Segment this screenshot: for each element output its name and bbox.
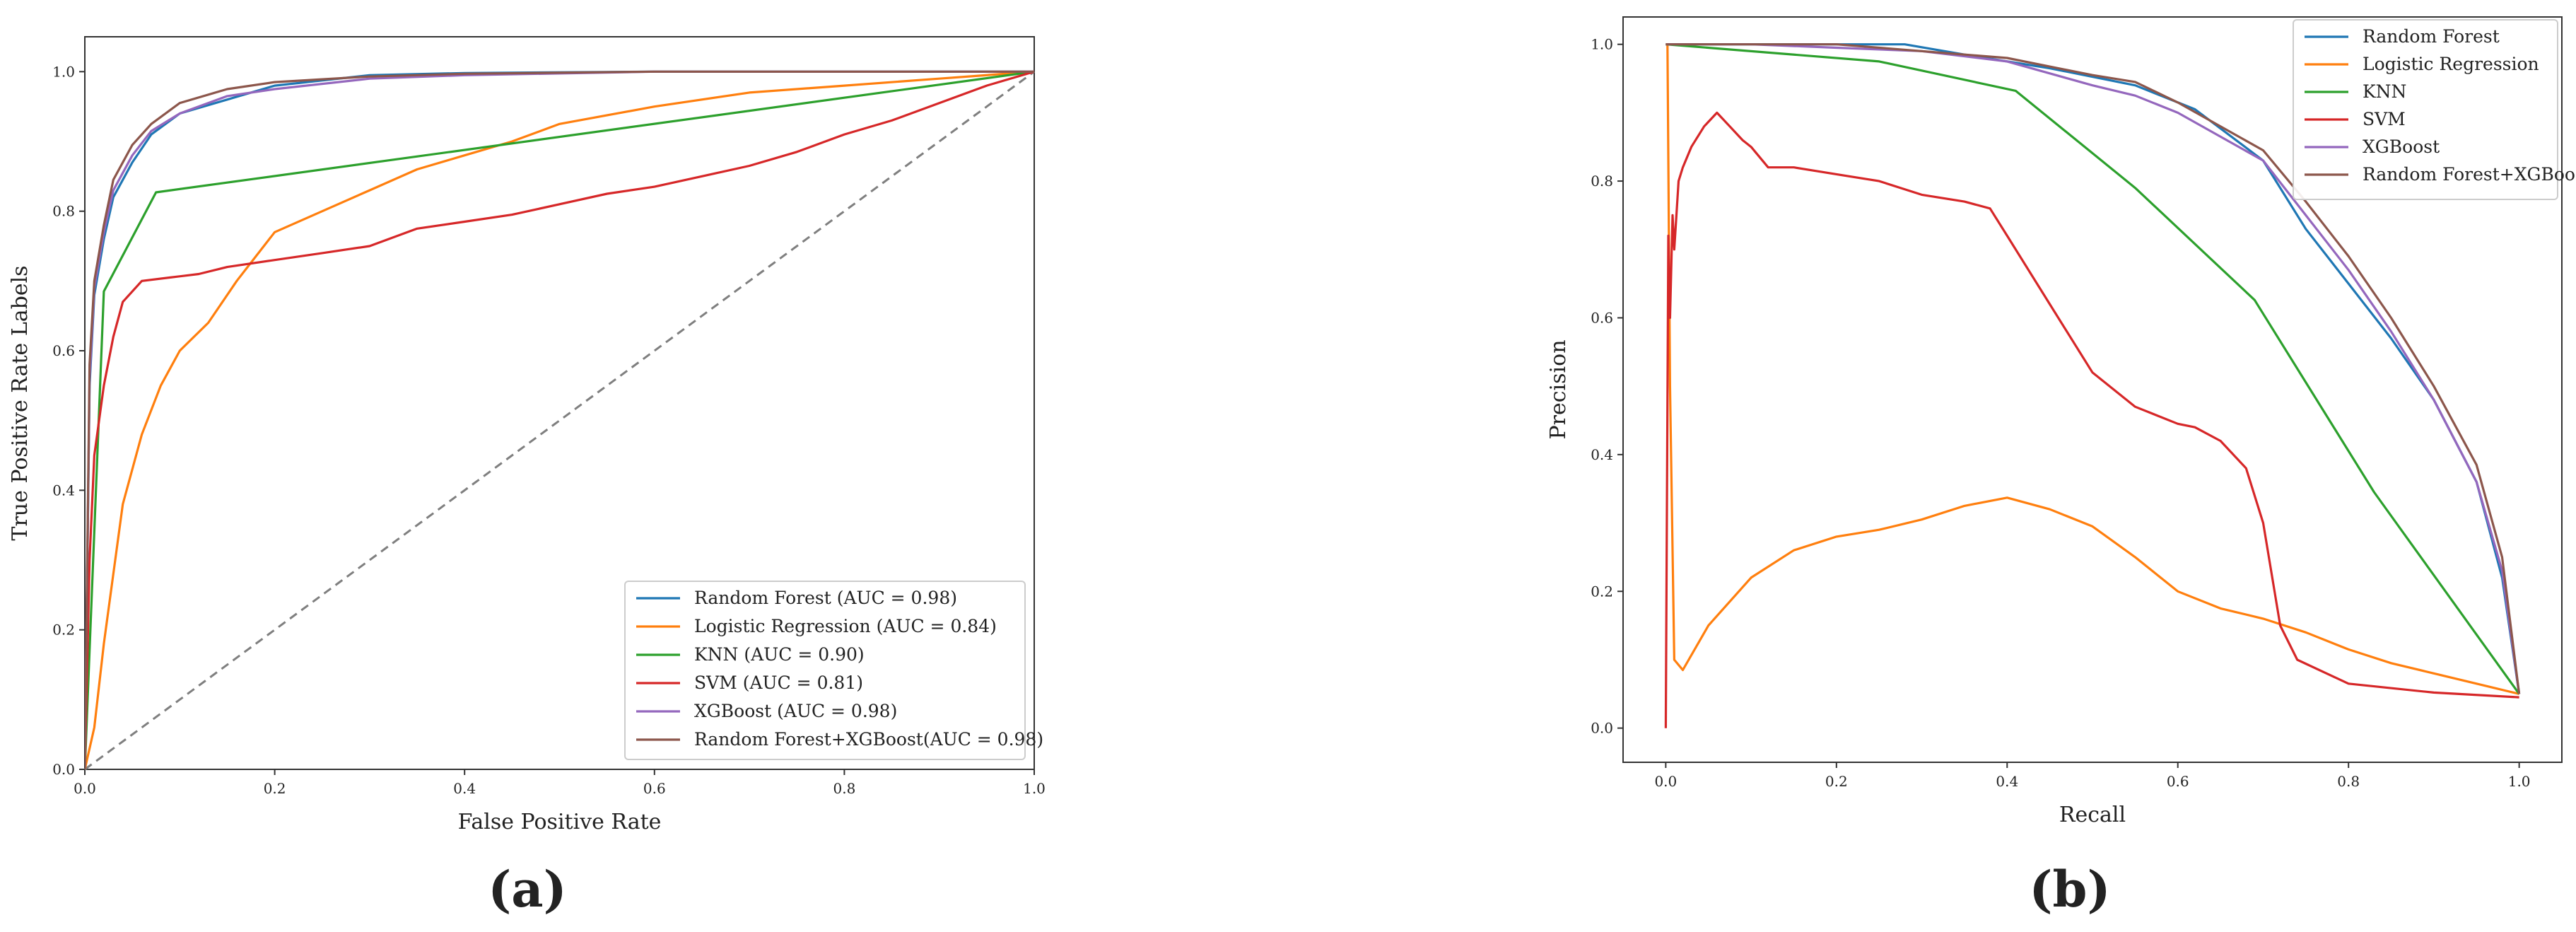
x-tick-label: 0.6: [2167, 773, 2189, 790]
plot-frame: [84, 36, 1035, 770]
legend-label-xgboost: XGBoost (AUC = 0.98): [694, 701, 897, 721]
series-line-svm: [1664, 111, 2519, 728]
legend-label-svm: SVM: [2363, 109, 2406, 129]
legend-label-rf-xgboost: Random Forest+XGBoost: [2363, 164, 2576, 185]
series-line-rf-xgboost: [85, 70, 1034, 769]
y-tick-label: 0.2: [52, 622, 75, 639]
legend-box: [624, 581, 1026, 760]
series-line-svm: [85, 70, 1034, 769]
legend-label-logistic-regression: Logistic Regression: [2363, 54, 2539, 74]
x-tick-label: 0.2: [264, 780, 286, 797]
series-line-rf-xgboost: [1665, 43, 2521, 694]
y-tick-label: 1.0: [52, 63, 75, 80]
series-group: [1664, 43, 2521, 728]
panel-a-roc-chart: 0.0 0.2 0.4 0.6 0.8 1.0 0.0 0.2 0.4 0.6 0.8 1.0 Fals…: [8, 36, 1046, 834]
x-tick-label: 1.0: [2508, 773, 2531, 790]
y-tick-label: 0.0: [1591, 720, 1613, 737]
legend-label-logistic-regression: Logistic Regression (AUC = 0.84): [694, 616, 997, 636]
y-axis-label: Precision: [1546, 339, 1571, 439]
legend-label-svm: SVM (AUC = 0.81): [694, 672, 863, 693]
legend-box: [2293, 19, 2558, 200]
y-tick-label: 0.4: [52, 482, 75, 499]
legend-label-xgboost: XGBoost: [2363, 136, 2440, 157]
y-tick-label: 0.8: [52, 203, 75, 220]
legend-label-random-forest: Random Forest: [2363, 26, 2500, 47]
y-tick-label: 0.2: [1591, 583, 1613, 600]
panel-b-label: (b): [2029, 860, 2110, 919]
legend: Random Forest (AUC = 0.98) Logistic Regre…: [624, 581, 1043, 760]
panel-a-label: (a): [488, 860, 567, 919]
y-tick-label: 1.0: [1591, 36, 1613, 53]
x-axis-label: Recall: [2059, 803, 2126, 827]
x-tick-label: 0.8: [2337, 773, 2360, 790]
series-line-knn: [85, 70, 1034, 769]
x-tick-label: 1.0: [1023, 780, 1046, 797]
panel-b-precision-recall-chart: 0.0 0.2 0.4 0.6 0.8 1.0 0.0 0.2 0.4 0.6 0.8 1.0 Reca…: [1546, 16, 2576, 827]
legend-label-rf-xgboost: Random Forest+XGBoost(AUC = 0.98): [694, 729, 1043, 750]
legend-label-knn: KNN: [2363, 81, 2406, 102]
series-line-xgboost: [1665, 43, 2521, 694]
plot-frame: [1622, 16, 2563, 763]
y-tick-label: 0.6: [1591, 309, 1613, 326]
legend: Random Forest Logistic Regression KNN SVM XG…: [2293, 19, 2576, 200]
x-tick-label: 0.4: [453, 780, 476, 797]
x-tick-label: 0.0: [1654, 773, 1677, 790]
series-line-logistic-regression: [1665, 43, 2519, 695]
y-tick-label: 0.8: [1591, 173, 1613, 190]
x-tick-label: 0.6: [643, 780, 666, 797]
series-line-knn: [1665, 43, 2520, 695]
x-tick-label: 0.2: [1825, 773, 1848, 790]
series-group: [85, 70, 1034, 769]
x-tick-label: 0.0: [74, 780, 96, 797]
y-tick-label: 0.4: [1591, 446, 1613, 463]
x-tick-label: 0.4: [1996, 773, 2018, 790]
y-tick-label: 0.6: [52, 342, 75, 359]
x-tick-label: 0.8: [833, 780, 855, 797]
x-axis-label: False Positive Rate: [458, 810, 662, 834]
series-line-logistic-regression: [85, 70, 1034, 769]
y-axis-label: True Positive Rate Labels: [8, 265, 33, 540]
reference-diagonal-line: [84, 71, 1035, 771]
legend-label-random-forest: Random Forest (AUC = 0.98): [694, 588, 957, 608]
legend-label-knn: KNN (AUC = 0.90): [694, 644, 865, 665]
y-tick-label: 0.0: [52, 761, 75, 778]
